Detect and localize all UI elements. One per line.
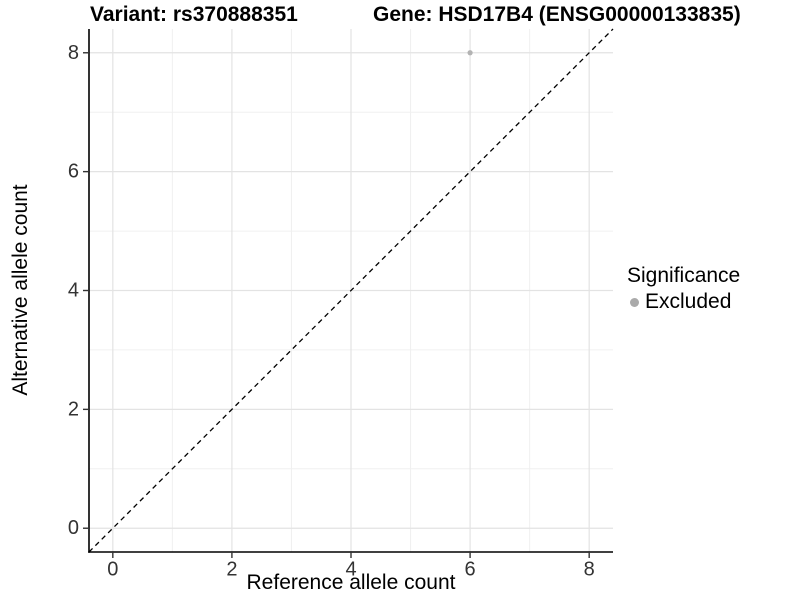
y-tick-label: 0 xyxy=(68,517,79,539)
data-point xyxy=(467,50,473,56)
legend-title: Significance xyxy=(627,264,741,287)
x-tick-label: 0 xyxy=(107,559,118,581)
identity-dashed-line xyxy=(88,28,614,553)
y-tick-label: 4 xyxy=(68,280,79,302)
x-tick-label: 6 xyxy=(465,559,476,581)
y-tick-label: 6 xyxy=(68,161,79,183)
x-tick-label: 2 xyxy=(226,559,237,581)
legend-item-label: Excluded xyxy=(645,290,732,314)
legend: Significance Excluded xyxy=(627,264,740,314)
y-tick-label: 2 xyxy=(68,398,79,420)
x-tick-label: 4 xyxy=(345,559,356,581)
y-axis-label: Alternative allele count xyxy=(9,184,32,396)
y-tick-label: 8 xyxy=(68,42,79,64)
gene-title: Gene: HSD17B4 (ENSG00000133835) xyxy=(373,3,741,26)
legend-item-excluded: Excluded xyxy=(627,290,740,314)
x-axis-label: Reference allele count xyxy=(246,571,456,594)
x-tick-label: 8 xyxy=(584,559,595,581)
variant-title: Variant: rs370888351 xyxy=(90,3,298,26)
excluded-point-swatch-icon xyxy=(630,297,639,307)
